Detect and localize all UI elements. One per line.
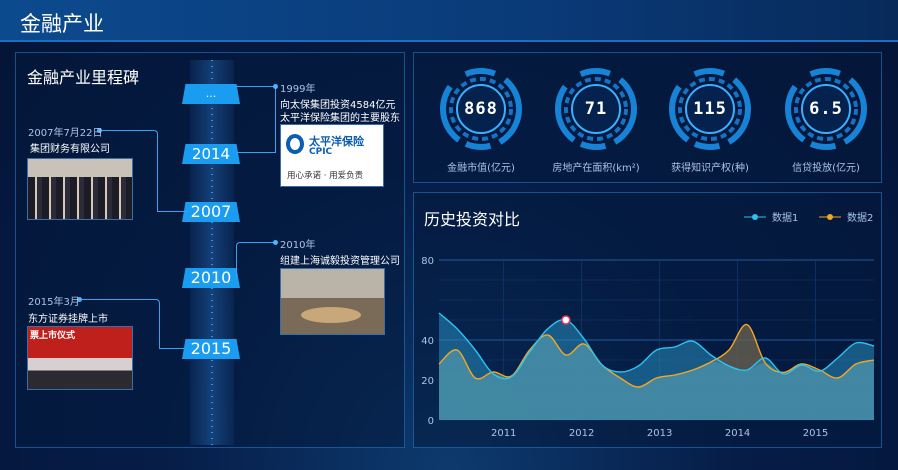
event-date: 2015年3月 <box>28 297 80 308</box>
photo-caption: 票上市仪式 <box>30 331 76 341</box>
legend-marker-2 <box>819 213 841 220</box>
legend-label: 数据2 <box>847 213 874 224</box>
gauge-value: 868 <box>464 99 498 119</box>
y-tick-label: 0 <box>428 416 434 427</box>
page-title: 金融产业 <box>20 12 104 36</box>
listing-photo: 票上市仪式 <box>27 326 133 390</box>
gauge-label: 获得知识产权(种) <box>671 163 749 174</box>
overlap-area <box>439 334 874 420</box>
connector-2015 <box>80 299 160 349</box>
y-tick-label: 40 <box>421 336 434 347</box>
timeline-year-2007[interactable]: 2007 <box>182 202 240 222</box>
gauge-label: 金融市值(亿元) <box>447 163 515 174</box>
y-tick-label: 80 <box>421 256 434 267</box>
event-dot <box>97 128 102 133</box>
cpic-logo-en: CPIC <box>309 147 333 157</box>
gauge-ring-icon <box>785 68 867 150</box>
event-dot <box>273 84 278 89</box>
x-tick-label: 2013 <box>647 428 672 439</box>
highlight-point <box>561 315 571 325</box>
cpic-logo-name: 太平洋保险 <box>309 135 364 148</box>
x-tick-label: 2014 <box>725 428 750 439</box>
event-text: 太平洋保险集团的主要股东 <box>280 113 400 124</box>
gauge-label: 房地产在面积(km²) <box>552 163 640 174</box>
chart-title: 历史投资对比 <box>424 210 521 229</box>
meeting-photo <box>280 268 385 335</box>
legend-label: 数据1 <box>772 213 799 224</box>
event-date: 2007年7月22日 <box>28 128 103 139</box>
event-date: 1999年 <box>280 84 316 95</box>
x-tick-label: 2012 <box>569 428 594 439</box>
event-text: 向太保集团投资4584亿元 <box>280 100 396 111</box>
timeline-track <box>190 60 234 445</box>
group-photo <box>27 158 133 220</box>
cpic-logo: 太平洋保险 CPIC 用心承诺 · 用爱负责 <box>280 124 384 187</box>
timeline-year-2015[interactable]: 2015 <box>182 339 240 359</box>
x-tick-label: 2015 <box>803 428 828 439</box>
gauge: 6.5 <box>783 66 869 152</box>
x-tick-label: 2011 <box>491 428 516 439</box>
connector-2014 <box>236 86 276 153</box>
gauge: 115 <box>667 66 753 152</box>
gauge-value: 71 <box>584 99 608 119</box>
gauge: 71 <box>553 66 639 152</box>
gauge-label: 信贷投放(亿元) <box>792 163 860 174</box>
gauge-value: 115 <box>693 99 727 119</box>
timeline-year-2010[interactable]: 2010 <box>182 268 240 288</box>
gauge-ring-icon <box>440 68 522 150</box>
legend-item-2[interactable]: 数据2 <box>819 209 873 224</box>
connector-2007 <box>100 130 158 212</box>
timeline-year-2014[interactable]: 2014 <box>182 144 240 164</box>
connector-2015-b <box>160 348 184 349</box>
event-text: 组建上海诚毅投资管理公司 <box>280 256 400 267</box>
cpic-slogan: 用心承诺 · 用爱负责 <box>287 171 364 181</box>
series-1-line <box>438 312 875 380</box>
event-dot <box>77 297 82 302</box>
event-date: 2010年 <box>280 240 316 251</box>
event-text: 东方证券挂牌上市 <box>28 314 108 325</box>
y-tick-label: 20 <box>421 376 434 387</box>
timeline-year-more[interactable]: ... <box>182 84 240 104</box>
legend-marker-1 <box>744 213 766 220</box>
gauge-ring-icon <box>669 68 751 150</box>
cpic-logo-mark <box>286 134 304 154</box>
event-text: 集团财务有限公司 <box>30 144 110 155</box>
connector-2010 <box>236 242 266 278</box>
gauge-ring-icon <box>555 68 637 150</box>
connector-2007-b <box>158 211 188 212</box>
gauge: 868 <box>438 66 524 152</box>
header: 金融产业 <box>0 0 898 42</box>
gauge-value: 6.5 <box>809 99 843 119</box>
legend-item-1[interactable]: 数据1 <box>744 209 798 224</box>
event-dot <box>273 240 278 245</box>
milestones-title: 金融产业里程碑 <box>27 68 140 87</box>
connector-2010-b <box>266 242 276 243</box>
